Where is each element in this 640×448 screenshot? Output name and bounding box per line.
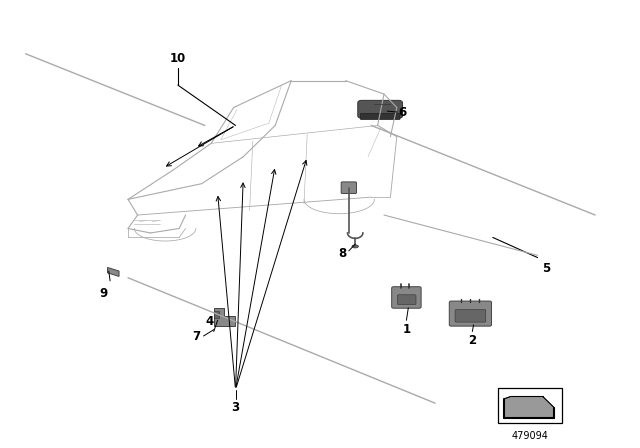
Text: 2: 2 xyxy=(468,334,476,347)
Polygon shape xyxy=(504,396,554,418)
Polygon shape xyxy=(108,267,119,276)
FancyBboxPatch shape xyxy=(397,295,416,305)
Text: 8: 8 xyxy=(339,246,347,260)
Text: 4: 4 xyxy=(206,315,214,328)
Text: 9: 9 xyxy=(100,287,108,300)
FancyBboxPatch shape xyxy=(360,113,400,120)
Bar xyxy=(498,388,562,423)
FancyBboxPatch shape xyxy=(392,287,421,308)
FancyBboxPatch shape xyxy=(455,310,486,322)
FancyBboxPatch shape xyxy=(341,182,356,194)
Text: 3: 3 xyxy=(232,401,239,414)
Text: 6: 6 xyxy=(399,105,407,119)
FancyBboxPatch shape xyxy=(449,301,492,326)
Text: 1: 1 xyxy=(403,323,410,336)
Ellipse shape xyxy=(352,245,358,248)
Text: 5: 5 xyxy=(542,262,550,275)
Text: 10: 10 xyxy=(170,52,186,65)
FancyBboxPatch shape xyxy=(358,100,403,118)
Polygon shape xyxy=(214,308,235,326)
Bar xyxy=(214,311,219,318)
Text: 479094: 479094 xyxy=(511,431,548,441)
Text: 7: 7 xyxy=(192,330,200,344)
